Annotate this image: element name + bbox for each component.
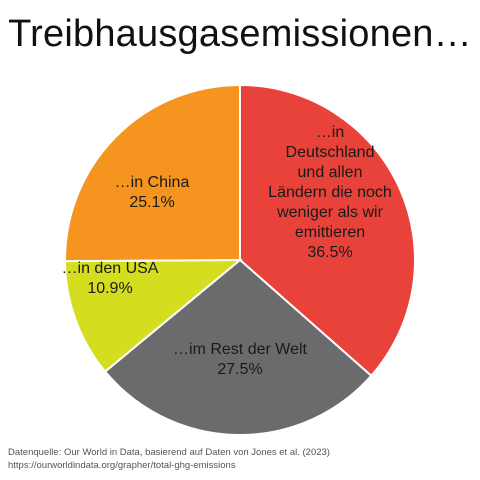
slice-label-line: Ländern die noch: [268, 184, 392, 201]
slice-label-line: …in: [316, 124, 344, 141]
pie-slice-china: [64, 83, 241, 263]
source-note: Datenquelle: Our World in Data, basieren…: [8, 446, 330, 472]
slice-label-deutschland: …in Deutschland und allen Ländern die noch w…: [268, 124, 392, 261]
chart-title: Treibhausgasemissionen…: [8, 13, 472, 55]
slice-label-line: …im Rest der Welt: [173, 341, 308, 358]
slice-label-china: …in China 25.1%: [115, 174, 190, 211]
slice-value-deutschland: 36.5%: [307, 244, 352, 261]
slice-label-line: Deutschland: [286, 144, 375, 161]
slice-label-line: und allen: [298, 164, 363, 181]
slice-label-rest: …im Rest der Welt 27.5%: [173, 341, 308, 378]
slice-label-line: emittieren: [295, 224, 365, 241]
pie-slice-rest: [103, 258, 373, 436]
slice-value-rest: 27.5%: [217, 361, 262, 378]
slice-label-line: …in China: [115, 174, 190, 191]
pie-slice-usa: [63, 258, 243, 373]
slice-label-line: …in den USA: [62, 260, 159, 277]
slice-label-usa: …in den USA 10.9%: [62, 260, 159, 297]
source-line-1: Datenquelle: Our World in Data, basieren…: [8, 447, 330, 458]
source-line-2: https://ourworldindata.org/grapher/total…: [8, 460, 236, 471]
pie-slice-deutschland: [239, 83, 416, 378]
slice-value-china: 25.1%: [129, 194, 174, 211]
slice-label-line: weniger als wir: [276, 204, 383, 221]
slice-value-usa: 10.9%: [87, 280, 132, 297]
